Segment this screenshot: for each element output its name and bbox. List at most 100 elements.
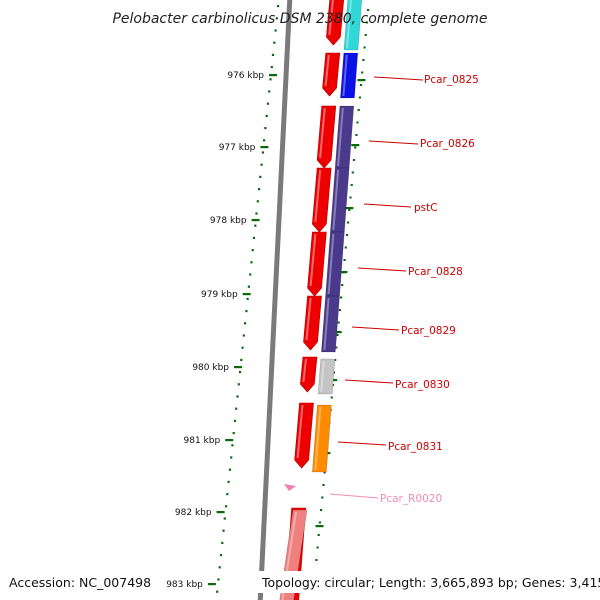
gene-track-tick xyxy=(351,144,360,147)
scale-dot xyxy=(273,41,276,44)
scale-dot xyxy=(254,224,257,227)
cds-arrow-shine xyxy=(309,233,317,287)
scale-tick xyxy=(269,74,277,77)
scale-dot xyxy=(218,566,221,569)
cds-arrow-shine xyxy=(302,358,307,383)
inner-scale-dot xyxy=(336,334,339,336)
cds-arrow-shine xyxy=(328,0,334,36)
gene-track-tick xyxy=(345,207,354,210)
inner-scale-dot xyxy=(332,371,336,374)
cds-arrow-shine xyxy=(314,169,322,223)
gene-block xyxy=(340,52,359,99)
scale-dot xyxy=(217,578,220,581)
scale-dot xyxy=(261,151,264,154)
cds-arrow-shine xyxy=(324,54,330,87)
scale-dot xyxy=(235,407,238,410)
scale-dot xyxy=(219,554,223,557)
label-leader-line xyxy=(373,76,424,81)
inner-scale-dot xyxy=(365,21,368,24)
scale-dot xyxy=(232,432,235,435)
scale-tick xyxy=(242,293,251,296)
gene-block-shine xyxy=(320,360,325,393)
label-leader-line xyxy=(344,379,394,384)
scale-dot xyxy=(255,212,258,215)
inner-scale-dot xyxy=(316,546,319,549)
scale-dot xyxy=(271,53,275,56)
scale-dot xyxy=(231,444,234,447)
scale-tick-label: 976 kbp xyxy=(227,71,264,81)
cds-arrow xyxy=(307,231,327,297)
cds-arrow xyxy=(303,295,322,351)
scale-tick xyxy=(260,146,269,149)
gene-track-tick xyxy=(339,271,348,274)
backbone xyxy=(257,0,293,600)
scale-dot xyxy=(245,310,248,313)
inner-scale-dot xyxy=(341,284,344,286)
scale-tick-label: 979 kbp xyxy=(201,290,238,300)
scale-tick-label: 983 kbp xyxy=(166,580,203,590)
gene-label: Pcar_0825 xyxy=(424,74,479,86)
scale-dot xyxy=(236,395,239,398)
topology-text: Topology: circular; Length: 3,665,893 bp… xyxy=(261,575,600,590)
gene-block-shine xyxy=(337,107,344,167)
inner-scale-dot xyxy=(351,171,354,174)
scale-tick-label: 980 kbp xyxy=(192,363,229,373)
scale-tick-label: 978 kbp xyxy=(210,216,247,226)
gene-block-shine xyxy=(346,0,352,49)
inner-scale-dot xyxy=(367,9,370,11)
scale-tick xyxy=(207,583,216,586)
gene-track-tick xyxy=(357,79,366,82)
inner-scale-dot xyxy=(340,296,343,299)
gene-track-tick xyxy=(315,525,324,528)
scale-dot xyxy=(259,175,262,178)
scale-dot xyxy=(226,493,229,496)
inner-scale-dot xyxy=(330,396,333,399)
inner-scale-dot xyxy=(361,71,364,74)
gene-block-shine xyxy=(314,406,322,471)
cds-arrow xyxy=(300,356,318,393)
scale-dot xyxy=(256,200,259,203)
gene-label: pstC xyxy=(414,202,438,214)
cds-arrow-shine xyxy=(296,404,304,459)
scale-tick xyxy=(225,439,234,442)
label-leader-line xyxy=(368,140,419,145)
scale-dot xyxy=(237,383,240,386)
scale-dot xyxy=(270,66,273,69)
gene-block xyxy=(343,0,363,51)
inner-scale-dot xyxy=(338,309,341,311)
scale-dot xyxy=(258,188,261,191)
inner-scale-dot xyxy=(322,484,325,486)
gene-label: Pcar_R0020 xyxy=(380,493,442,505)
inner-scale-dot xyxy=(335,346,338,349)
inner-scale-dot xyxy=(348,209,351,211)
label-leader-line xyxy=(337,441,387,446)
gene-label: Pcar_0830 xyxy=(395,379,450,391)
inner-scale-dot xyxy=(357,109,360,111)
inner-scale-dot xyxy=(356,121,359,124)
inner-scale-dot xyxy=(323,471,326,474)
inner-scale-dot xyxy=(350,184,353,186)
gene-block xyxy=(312,404,332,473)
scale-dot xyxy=(221,541,224,544)
inner-scale-dot xyxy=(354,146,357,149)
scale-dot xyxy=(244,322,247,325)
inner-scale-dot xyxy=(320,509,323,511)
gene-label: Pcar_0826 xyxy=(420,138,475,150)
scale-dot xyxy=(264,127,267,130)
gene-block-shine xyxy=(323,297,330,351)
map-title: Pelobacter carbinolicus DSM 2380, comple… xyxy=(112,11,487,27)
scale-dot xyxy=(249,273,252,276)
gene-block-shine xyxy=(332,169,340,231)
scale-tick-label: 982 kbp xyxy=(175,508,212,518)
inner-scale-dot xyxy=(355,134,358,136)
scale-dot xyxy=(265,114,268,117)
cds-arrow xyxy=(312,167,332,233)
cds-arrow xyxy=(326,0,345,46)
inner-scale-dot xyxy=(315,559,318,561)
inner-scale-dot xyxy=(352,159,356,161)
scale-dot xyxy=(242,334,245,337)
scale-dot xyxy=(216,590,219,593)
scale-dot xyxy=(250,261,253,264)
